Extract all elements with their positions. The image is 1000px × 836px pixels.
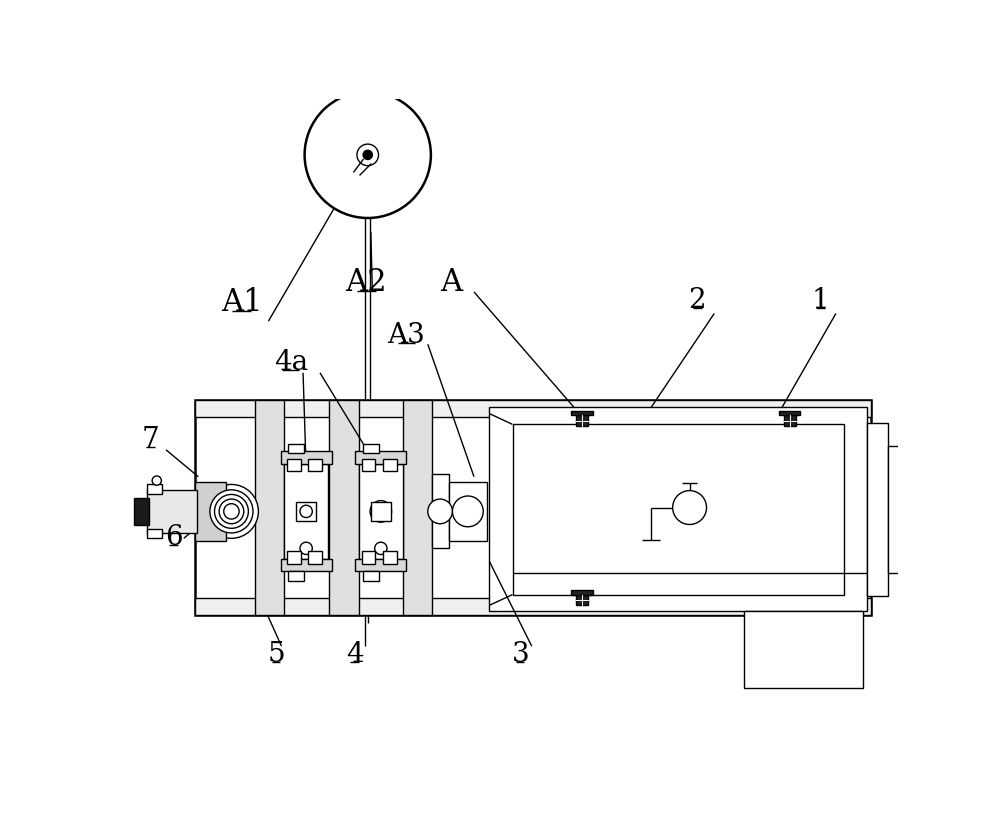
Circle shape (363, 151, 372, 161)
Text: A2: A2 (345, 268, 387, 298)
Bar (355, 451, 406, 464)
Bar (195, 400, 871, 615)
Text: 2: 2 (688, 287, 706, 314)
Circle shape (215, 495, 248, 528)
Bar (371, 502, 391, 521)
Bar (571, 590, 593, 595)
Circle shape (370, 501, 392, 522)
Bar (744, 612, 863, 689)
Bar (281, 451, 332, 464)
Bar (449, 482, 487, 541)
Bar (779, 411, 800, 415)
Bar (308, 460, 322, 472)
Bar (147, 485, 162, 494)
Circle shape (375, 543, 387, 555)
Text: 5: 5 (267, 640, 285, 667)
Circle shape (152, 477, 161, 486)
Bar (147, 529, 162, 538)
Bar (512, 425, 844, 595)
Circle shape (205, 485, 258, 538)
Bar (489, 408, 867, 612)
Circle shape (210, 490, 253, 533)
Circle shape (673, 491, 707, 525)
Circle shape (428, 499, 452, 524)
Text: 3: 3 (511, 640, 529, 667)
Bar (255, 400, 284, 615)
Bar (383, 552, 397, 564)
Bar (363, 444, 379, 453)
Text: 6: 6 (165, 523, 183, 551)
Bar (363, 572, 379, 581)
Bar (362, 552, 375, 564)
Bar (403, 400, 432, 615)
Bar (195, 482, 226, 541)
Bar (576, 415, 588, 426)
Bar (432, 475, 449, 548)
Circle shape (224, 504, 239, 519)
Circle shape (300, 543, 312, 555)
Text: 7: 7 (142, 426, 159, 452)
Bar (355, 559, 406, 572)
Bar (888, 446, 899, 573)
Text: A1: A1 (221, 287, 262, 318)
Text: A: A (440, 268, 462, 298)
Bar (147, 490, 197, 533)
Bar (784, 415, 796, 426)
Circle shape (357, 145, 379, 166)
Bar (195, 400, 871, 417)
Bar (287, 460, 301, 472)
Circle shape (452, 497, 483, 528)
Bar (359, 464, 403, 559)
Bar (867, 423, 888, 596)
Bar (287, 552, 301, 564)
Circle shape (300, 506, 312, 518)
Bar (576, 595, 588, 605)
Text: 1: 1 (812, 287, 829, 314)
Bar (281, 559, 332, 572)
Bar (288, 572, 304, 581)
Bar (329, 400, 359, 615)
Circle shape (219, 499, 244, 524)
Bar (284, 464, 328, 559)
Bar (288, 444, 304, 453)
Text: 4: 4 (346, 640, 363, 667)
Circle shape (305, 93, 431, 219)
Bar (571, 411, 593, 415)
Bar (134, 498, 149, 526)
Bar (296, 502, 316, 521)
Bar (362, 460, 375, 472)
Bar (383, 460, 397, 472)
Text: 4a: 4a (274, 349, 308, 375)
Bar (195, 599, 871, 615)
Bar (308, 552, 322, 564)
Text: A3: A3 (387, 321, 425, 349)
